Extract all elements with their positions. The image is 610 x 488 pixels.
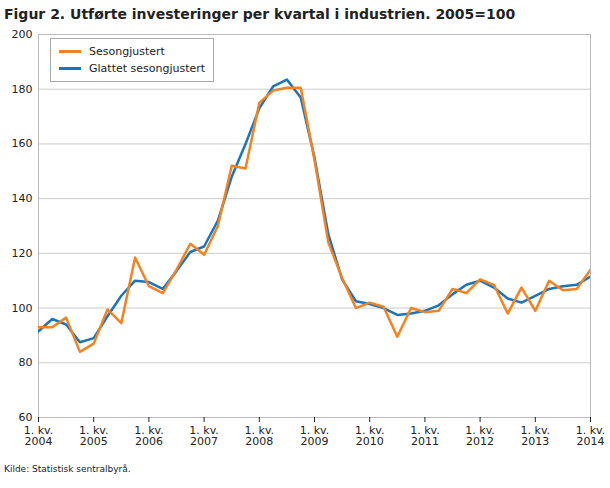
svg-text:1. kv.2008: 1. kv.2008	[245, 424, 275, 448]
svg-text:1. kv.2012: 1. kv.2012	[465, 424, 495, 448]
svg-text:1. kv.2004: 1. kv.2004	[24, 424, 54, 448]
svg-text:100: 100	[12, 302, 33, 315]
html-text:Glattet sesongjustert: Glattet sesongjustert	[89, 62, 206, 75]
svg-text:1. kv.2009: 1. kv.2009	[300, 424, 330, 448]
svg-text:60: 60	[19, 411, 33, 424]
html-text:Figur 2. Utførte investeringer: Figur 2. Utførte investeringer per kvart…	[4, 6, 516, 22]
svg-text:140: 140	[12, 192, 33, 205]
svg-text:1. kv.2010: 1. kv.2010	[355, 424, 385, 448]
svg-text:1. kv.2013: 1. kv.2013	[521, 424, 551, 448]
svg-text:120: 120	[12, 247, 33, 260]
svg-text:180: 180	[12, 83, 33, 96]
svg-text:1. kv.2011: 1. kv.2011	[410, 424, 440, 448]
svg-text:160: 160	[12, 137, 33, 150]
svg-text:1. kv.2006: 1. kv.2006	[134, 424, 164, 448]
svg-text:1. kv.2014: 1. kv.2014	[576, 424, 606, 448]
svg-text:1. kv.2005: 1. kv.2005	[79, 424, 109, 448]
svg-text:80: 80	[19, 356, 33, 369]
html-text:Sesongjustert: Sesongjustert	[89, 45, 165, 58]
svg-text:200: 200	[12, 28, 33, 41]
html-text:Kilde: Statistisk sentralbyrå.: Kilde: Statistisk sentralbyrå.	[4, 464, 131, 474]
svg-text:1. kv.2007: 1. kv.2007	[189, 424, 219, 448]
